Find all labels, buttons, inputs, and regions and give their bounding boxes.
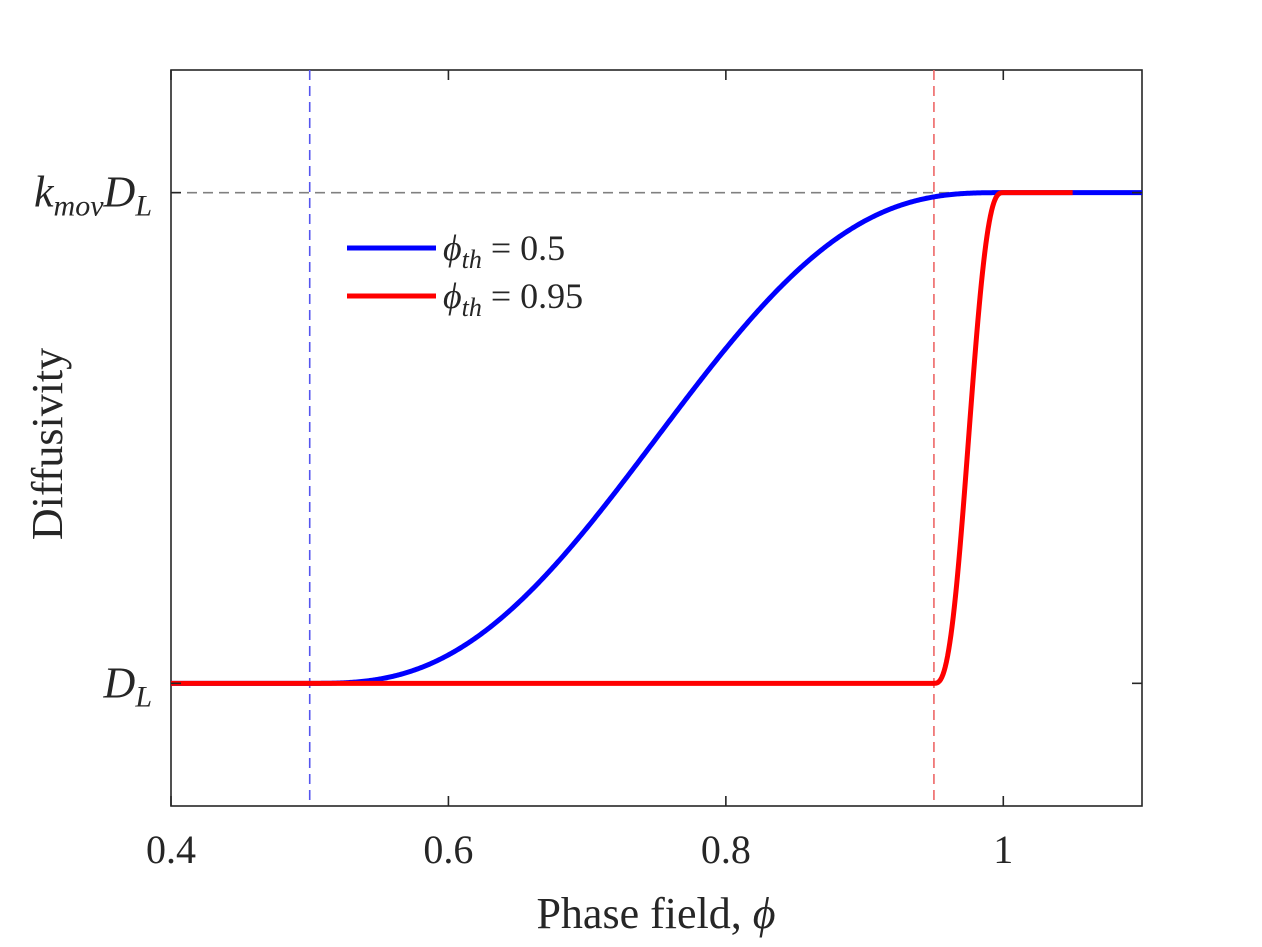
axes-box (170, 69, 1143, 807)
series-line-1 (169, 190, 1075, 686)
legend-sub-red: th (462, 293, 482, 322)
legend-eq-blue: = 0.5 (482, 228, 565, 268)
x-tick-label-2: 0.8 (701, 827, 751, 872)
legend: ϕth = 0.5 ϕth = 0.95 (347, 228, 583, 322)
y-axis-label: Diffusivity (23, 348, 72, 540)
legend-sub-blue: th (462, 245, 482, 274)
legend-label-red: ϕth = 0.95 (443, 276, 583, 322)
legend-label-blue: ϕth = 0.5 (443, 228, 565, 274)
plot-layer: 0.4 0.6 0.8 1 DL kmovDL (34, 69, 1144, 872)
y-tick-label-1: kmovDL (34, 168, 152, 223)
x-tick-label-1: 0.6 (423, 827, 473, 872)
x-axis-label-symbol: ϕ (753, 889, 776, 938)
x-axis-label: Phase field, ϕ (536, 889, 775, 938)
legend-symbol-blue: ϕ (443, 228, 462, 268)
x-tick-label-0: 0.4 (146, 827, 196, 872)
x-tick-label-3: 1 (993, 827, 1013, 872)
legend-eq-red: = 0.95 (482, 276, 583, 316)
x-axis-label-text: Phase field, (536, 889, 752, 938)
series-line-0 (169, 190, 1144, 686)
legend-symbol-red: ϕ (443, 276, 462, 316)
y-tick-label-0: DL (103, 658, 152, 713)
